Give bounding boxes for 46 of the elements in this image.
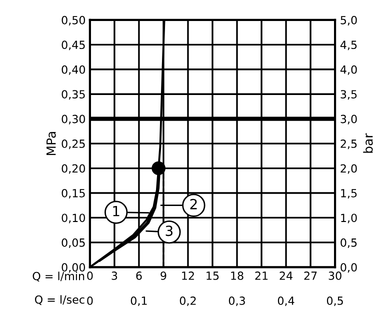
y2-tick-label: 3,0 bbox=[340, 114, 357, 124]
y-tick-label: 0,30 bbox=[62, 114, 86, 124]
x-tick-label: 30 bbox=[328, 272, 342, 280]
annotation: 2 bbox=[190, 198, 197, 210]
x-tick-label: 9 bbox=[160, 272, 166, 280]
y-tick-label: 0,25 bbox=[62, 140, 85, 150]
y2-tick-label: 0,5 bbox=[340, 238, 357, 248]
x-tick-label: 6 bbox=[136, 272, 142, 280]
annotation: 3 bbox=[166, 226, 172, 236]
y-tick-label: 0,40 bbox=[62, 65, 86, 75]
y2-tick-label: 2,0 bbox=[340, 164, 357, 174]
x2-axis-title: Q = l/sec bbox=[34, 295, 84, 306]
y-tick-label: 0,15 bbox=[62, 188, 85, 199]
x-tick-label: 12 bbox=[182, 272, 194, 280]
x-axis-title: Q = l/min bbox=[32, 272, 84, 282]
x2-tick-label: 0,2 bbox=[180, 296, 196, 306]
x-tick-label: 0 bbox=[87, 272, 93, 280]
y2-tick-label: 4,0 bbox=[340, 65, 357, 75]
y-tick-label: 0,05 bbox=[62, 238, 85, 248]
y-tick-label: 0,50 bbox=[62, 16, 86, 26]
y-tick-label: 0,45 bbox=[62, 40, 85, 50]
x2-tick-label: 0 bbox=[87, 296, 93, 305]
x-tick-label: 15 bbox=[206, 272, 219, 280]
y2-tick-label: 1,0 bbox=[341, 214, 357, 224]
x-tick-label: 21 bbox=[255, 272, 268, 280]
y2-tick-label: 3,5 bbox=[340, 90, 357, 100]
y2-axis-title: bar bbox=[363, 133, 373, 153]
x2-tick-label: 0,1 bbox=[130, 296, 147, 306]
y2-tick-label: 2,5 bbox=[340, 140, 357, 150]
x2-tick-label: 0,3 bbox=[228, 296, 245, 306]
y-tick-label: 0,35 bbox=[62, 90, 85, 100]
y2-tick-label: 1,5 bbox=[341, 189, 357, 199]
x-tick-label: 3 bbox=[112, 272, 118, 280]
x2-tick-label: 0,4 bbox=[278, 296, 294, 306]
y2-tick-label: 5,0 bbox=[340, 16, 357, 26]
y-tick-label: 0,20 bbox=[62, 164, 86, 174]
y-axis-title: MPa bbox=[46, 132, 56, 156]
x2-tick-label: 0,5 bbox=[326, 296, 343, 306]
y2-tick-label: 0,0 bbox=[340, 263, 357, 273]
y2-tick-label: 4,5 bbox=[340, 40, 357, 50]
x-tick-label: 27 bbox=[304, 272, 317, 280]
annotation: 1 bbox=[113, 206, 120, 216]
y-tick-label: 0,10 bbox=[62, 214, 86, 224]
x-tick-label: 18 bbox=[231, 272, 244, 280]
y-tick-label: 0,00 bbox=[62, 263, 86, 273]
x-tick-label: 24 bbox=[280, 272, 292, 280]
